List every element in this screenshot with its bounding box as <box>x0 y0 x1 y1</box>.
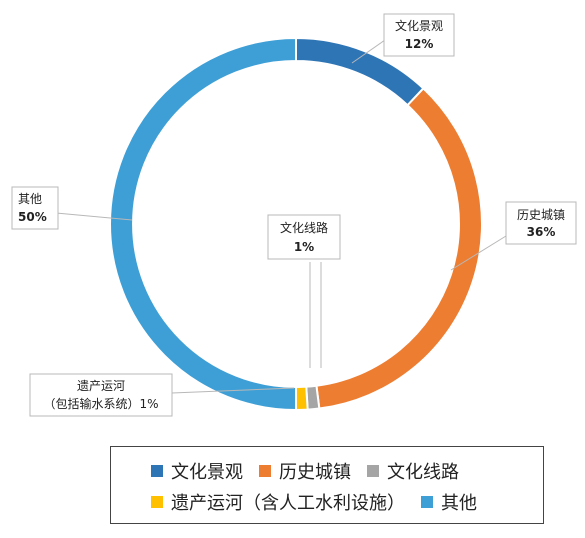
callout-box-heritage-canal <box>29 373 173 417</box>
legend-item-historic-town: 历史城镇 <box>259 458 351 484</box>
callout-box-historic-town <box>505 201 577 245</box>
legend-item-heritage-canal: 遗产运河（含人工水利设施） <box>151 489 405 515</box>
callout-other: 其他 50% <box>11 186 133 230</box>
donut-slices <box>109 36 483 412</box>
slice-label-other: 其他 <box>18 192 42 206</box>
callout-cultural-route: 文化线路 1% <box>267 214 341 368</box>
donut-slice-3 <box>295 385 309 412</box>
leader-line-historic-town <box>450 235 507 271</box>
leader-line-cultural-landscape <box>351 39 386 64</box>
legend-swatch-historic-town <box>259 464 271 477</box>
legend-item-cultural-landscape: 文化景观 <box>151 458 243 484</box>
callout-historic-town: 历史城镇 36% <box>450 201 577 271</box>
callout-box-cultural-route <box>267 214 341 260</box>
legend-label-other: 其他 <box>441 492 477 514</box>
legend-label-heritage-canal: 遗产运河（含人工水利设施） <box>171 492 405 514</box>
callout-box-other <box>11 186 59 230</box>
slice-label-heritage-canal: 遗产运河 <box>77 379 125 393</box>
legend-swatch-heritage-canal <box>151 495 163 508</box>
chart-legend: 文化景观 历史城镇 文化线路 遗产运河（含人工水利设施） 其他 <box>110 446 544 524</box>
legend-label-cultural-landscape: 文化景观 <box>171 461 243 483</box>
callout-cultural-landscape: 文化景观 12% <box>351 13 455 64</box>
legend-item-cultural-route: 文化线路 <box>367 458 459 484</box>
legend-row-1: 文化景观 历史城镇 文化线路 <box>151 455 543 486</box>
donut-slice-4 <box>109 36 297 412</box>
slice-pct-cultural-landscape: 12% <box>405 37 434 51</box>
slice-pct-other: 50% <box>18 210 47 224</box>
slice-label-heritage-canal-detail: （包括输水系统）1% <box>43 396 158 411</box>
leader-line-other <box>55 212 133 221</box>
slice-label-historic-town: 历史城镇 <box>517 208 565 222</box>
slice-pct-cultural-route: 1% <box>294 240 314 254</box>
legend-item-other: 其他 <box>421 489 477 515</box>
leader-line-heritage-canal <box>171 387 295 394</box>
legend-swatch-cultural-landscape <box>151 464 163 477</box>
slice-label-cultural-route: 文化线路 <box>280 220 328 235</box>
legend-label-cultural-route: 文化线路 <box>387 461 459 483</box>
donut-slice-1 <box>315 86 483 410</box>
legend-row-2: 遗产运河（含人工水利设施） 其他 <box>151 486 543 517</box>
slice-pct-historic-town: 36% <box>527 225 556 239</box>
legend-label-historic-town: 历史城镇 <box>279 461 351 483</box>
legend-swatch-other <box>421 495 433 508</box>
callout-box-cultural-landscape <box>383 13 455 57</box>
callout-heritage-canal: 遗产运河 （包括输水系统）1% <box>29 373 295 417</box>
slice-label-cultural-landscape: 文化景观 <box>395 18 443 33</box>
legend-swatch-cultural-route <box>367 464 379 477</box>
